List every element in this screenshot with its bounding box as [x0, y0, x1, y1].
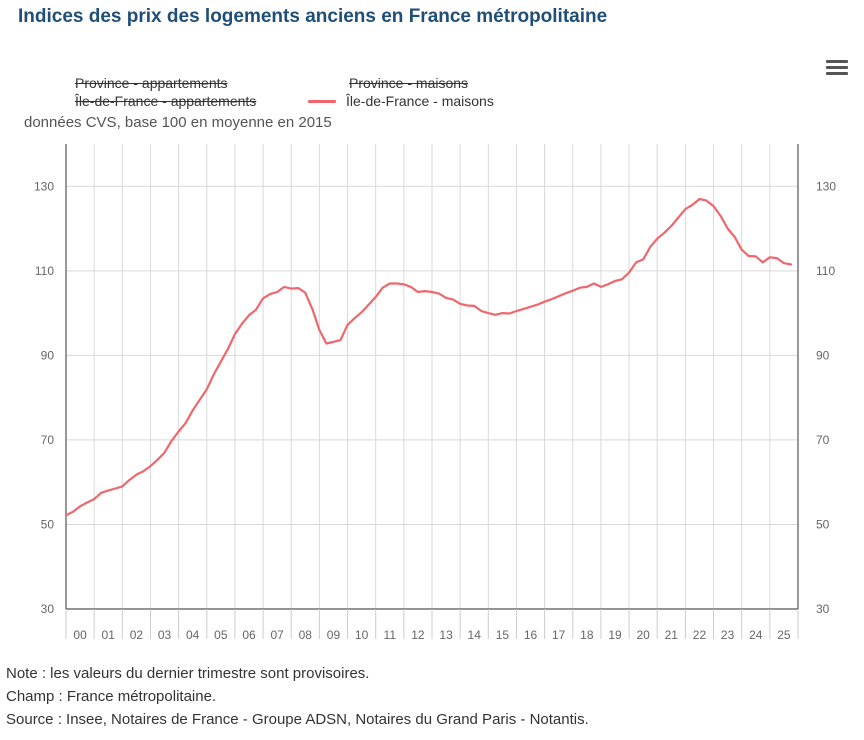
legend-item-idf-maisons[interactable]: Île-de-France - maisons	[308, 93, 494, 109]
page-title: Indices des prix des logements anciens e…	[18, 6, 608, 27]
chart-subtitle: données CVS, base 100 en moyenne en 2015	[24, 114, 332, 131]
y-tick-label-left: 30	[41, 602, 55, 616]
x-tick-label: 09	[327, 628, 341, 642]
x-tick-label: 12	[411, 628, 425, 642]
y-tick-label-left: 50	[41, 517, 55, 531]
x-tick-label: 20	[636, 628, 650, 642]
legend-label: Province - maisons	[349, 75, 469, 91]
y-tick-label-right: 70	[816, 433, 830, 447]
x-tick-label: 19	[608, 628, 622, 642]
menu-bar-icon	[826, 66, 848, 69]
x-tick-label: 24	[749, 628, 763, 642]
x-tick-label: 11	[384, 628, 397, 642]
y-tick-label-left: 130	[34, 179, 54, 193]
y-tick-label-right: 50	[816, 517, 830, 531]
x-tick-label: 05	[214, 628, 228, 642]
x-tick-label: 16	[524, 628, 538, 642]
x-tick-label: 25	[777, 628, 791, 642]
scope-text: Champ : France métropolitaine.	[6, 688, 217, 705]
y-tick-label-left: 70	[41, 433, 55, 447]
x-tick-label: 23	[721, 628, 735, 642]
x-tick-label: 07	[270, 628, 284, 642]
x-tick-label: 17	[552, 628, 566, 642]
hamburger-menu-icon[interactable]	[826, 60, 848, 78]
legend-item-province-maisons[interactable]: Province - maisons	[349, 75, 468, 91]
legend-label: Île-de-France - appartements	[75, 93, 257, 109]
y-tick-label-right: 110	[816, 264, 835, 278]
y-tick-label-left: 110	[35, 264, 54, 278]
x-tick-label: 00	[73, 628, 87, 642]
x-tick-label: 18	[580, 628, 594, 642]
x-tick-label: 13	[439, 628, 453, 642]
y-tick-label-right: 130	[816, 179, 836, 193]
legend-swatch	[308, 99, 336, 103]
chart-notes: Note : les valeurs du dernier trimestre …	[6, 662, 589, 731]
x-tick-label: 14	[468, 628, 482, 642]
y-tick-label-right: 30	[816, 602, 830, 616]
x-tick-label: 10	[355, 628, 369, 642]
x-tick-label: 22	[693, 628, 707, 642]
x-tick-label: 08	[299, 628, 313, 642]
x-tick-label: 01	[102, 628, 116, 642]
legend-item-idf-appartements[interactable]: Île-de-France - appartements	[75, 93, 256, 109]
legend-item-province-appartements[interactable]: Province - appartements	[75, 75, 228, 91]
x-tick-label: 21	[665, 628, 679, 642]
menu-bar-icon	[826, 72, 848, 75]
x-tick-label: 02	[130, 628, 144, 642]
x-tick-label: 06	[242, 628, 256, 642]
note-text: Note : les valeurs du dernier trimestre …	[6, 665, 370, 682]
source-text: Source : Insee, Notaires de France - Gro…	[6, 711, 589, 728]
x-tick-label: 03	[158, 628, 172, 642]
y-tick-label-left: 90	[41, 348, 55, 362]
legend-label: Île-de-France - maisons	[346, 93, 494, 109]
series-line-idf-maisons	[64, 197, 793, 517]
menu-bar-icon	[826, 60, 848, 63]
x-tick-label: 15	[496, 628, 510, 642]
line-chart: 30 30 50 50 70 70 90 90 110 110 130 130 00 01 02 03 04 05…	[34, 144, 836, 642]
y-tick-label-right: 90	[816, 348, 830, 362]
x-tick-label: 04	[186, 628, 200, 642]
legend-label: Province - appartements	[75, 75, 228, 91]
